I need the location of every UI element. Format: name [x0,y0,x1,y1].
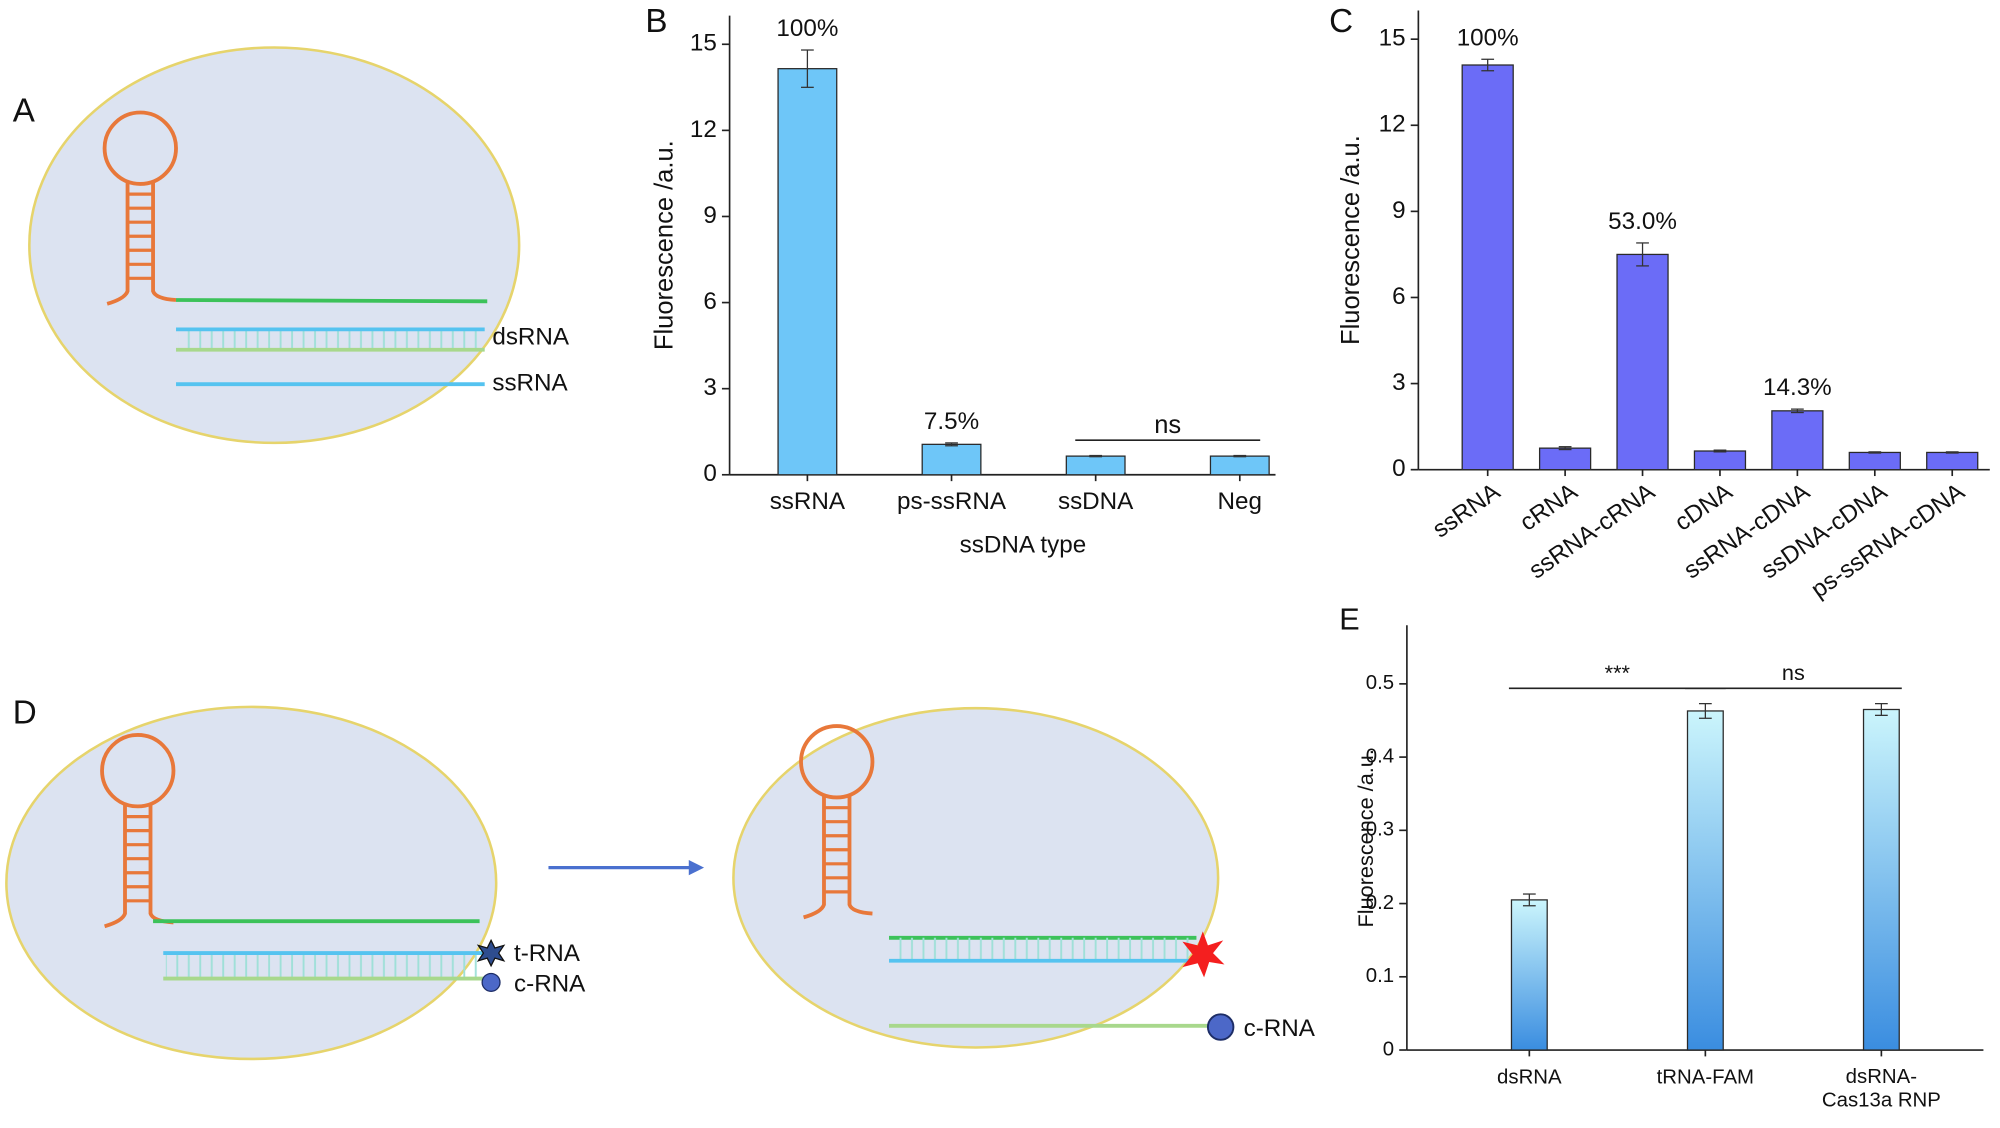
bar-label: 100% [776,15,838,42]
y-axis-label: Fluorescence /a.u. [1337,135,1365,345]
y-tick-label: 0 [1383,1038,1394,1060]
y-axis-label: Fluorescence /a.u. [1353,749,1378,927]
error-bar [945,442,958,447]
label: c-RNA [514,970,586,997]
bar [1510,899,1548,1051]
error-bar [1791,408,1804,414]
panel-label: D [13,694,37,731]
error-bar [1233,454,1247,458]
y-tick-label: 0 [1392,455,1405,482]
strand [176,298,488,304]
cell [5,705,498,1061]
panel-d: D t-RNA c-RNA c-RNA [5,694,1316,1061]
y-tick-label: 0.4 [1366,745,1394,767]
quencher [481,972,501,992]
bar-label: 53.0% [1608,208,1677,235]
label: dsRNA [492,324,570,351]
y-tick-label: 0.1 [1366,965,1394,987]
x-tick-label: ssRNA [770,488,846,515]
error-bar [1558,446,1572,451]
error-bar [801,49,814,88]
panel-label: E [1339,603,1359,637]
fluorescence [1182,931,1225,978]
bar [1065,455,1126,476]
bar [1771,410,1824,471]
y-tick-label: 12 [690,116,717,143]
error-bar [1522,893,1536,907]
y-tick-label: 0.3 [1366,819,1394,841]
bar [1209,455,1270,476]
cell [732,706,1220,1049]
error-bar [1698,702,1712,719]
x-tick-label: ps-ssRNA [897,488,1007,515]
significance-label: ns [1154,411,1181,439]
significance-label: ns [1782,660,1805,685]
bar [777,68,838,476]
x-tick-label: ssDNA [1058,488,1134,515]
bar [1616,253,1669,471]
y-tick-label: 6 [1392,283,1405,310]
x-tick-label: dsRNA [1497,1066,1562,1088]
panel-label: B [645,3,667,40]
error-bar [1481,58,1495,72]
y-tick-label: 3 [703,374,716,401]
x-tick-label: dsRNA-Cas13a RNP [1822,1066,1941,1111]
label: ssRNA [492,370,568,397]
x-tick-label: tRNA-FAM [1657,1066,1754,1088]
duplex [891,937,1193,961]
error-bar [1945,451,1959,454]
bar [1686,710,1724,1051]
duplex [165,953,480,979]
bar [1926,451,1979,471]
x-tick-label: ssRNA [1428,478,1506,544]
bar [1538,447,1592,471]
y-tick-label: 0.2 [1366,892,1394,914]
y-tick-label: 15 [1379,25,1406,52]
panel-label: C [1329,3,1353,40]
error-bar [1875,702,1888,716]
panel-a: A dsRNA ssRNA [13,46,570,445]
y-tick-label: 3 [1392,369,1405,396]
significance-label: *** [1605,660,1631,685]
y-tick-label: 6 [703,288,716,315]
x-tick-label-line: Cas13a RNP [1822,1090,1941,1112]
x-tick-label: Neg [1218,488,1262,515]
error-bar [1636,242,1649,267]
duplex [178,329,483,350]
bar [1848,451,1901,471]
panel-label: A [13,92,36,129]
quencher [1206,1013,1235,1041]
y-tick-label: 0.5 [1366,672,1394,694]
label: c-RNA [1244,1015,1316,1042]
y-tick-label: 0 [703,460,716,487]
label: t-RNA [514,940,581,967]
x-tick-label-line: dsRNA- [1846,1066,1917,1088]
bar [1693,450,1747,471]
y-axis-label: Fluorescence /a.u. [651,140,679,350]
bar [1862,708,1900,1051]
arrow-head [688,859,705,876]
y-tick-label: 9 [703,202,716,229]
bar [1461,64,1514,471]
bar [921,443,982,476]
bar-label: 7.5% [924,408,979,435]
error-bar [1868,451,1882,454]
y-tick-label: 15 [690,30,717,57]
y-tick-label: 9 [1392,197,1405,224]
y-tick-label: 12 [1379,111,1406,138]
fluorophore [476,938,506,968]
bar-label: 100% [1457,24,1519,51]
bar-label: 14.3% [1763,374,1832,401]
x-axis-label: ssDNA type [960,532,1087,559]
error-bar [1713,449,1727,453]
error-bar [1089,454,1103,458]
